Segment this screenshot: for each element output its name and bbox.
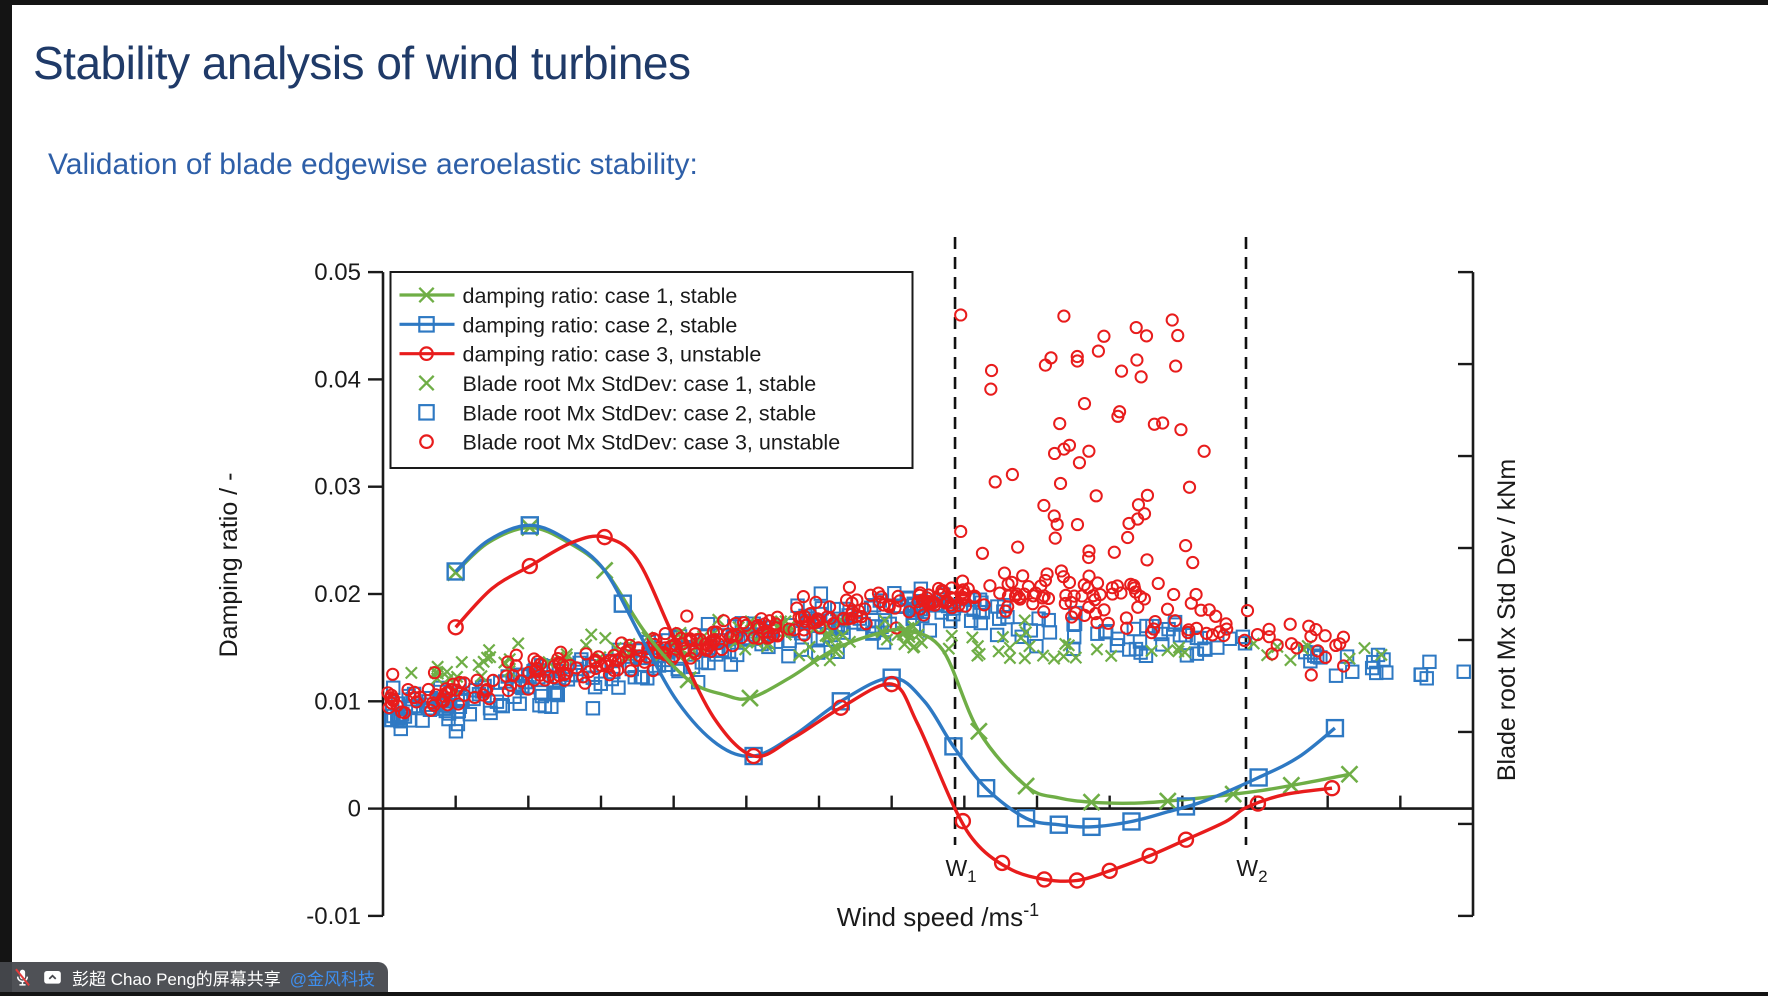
legend-item-5: Blade root Mx StdDev: case 2, stable [418, 401, 817, 425]
y-tick-label: 0.04 [314, 366, 361, 393]
axis-labels: Damping ratio / - Blade root Mx Std Dev /… [215, 459, 1521, 932]
chart-legend: damping ratio: case 1, stable damping rat… [389, 271, 914, 469]
legend-label: damping ratio: case 1, stable [463, 284, 738, 308]
operating-point-lines: W1 W2 [945, 237, 1268, 886]
scatter-circle-series [381, 308, 1351, 720]
curve-red [447, 528, 1341, 889]
legend-label: Blade root Mx StdDev: case 2, stable [463, 401, 817, 425]
legend-item-6: Blade root Mx StdDev: case 3, unstable [419, 431, 841, 455]
frame-edge-left [0, 0, 12, 992]
curve-blue [446, 516, 1345, 837]
screen-share-bar: 彭超 Chao Peng的屏幕共享 @金风科技 [0, 962, 388, 992]
frame-edge-top [0, 0, 1768, 5]
legend-item-2: damping ratio: case 2, stable [399, 313, 738, 337]
y-tick-label: -0.01 [306, 903, 361, 930]
y-tick-label: 0 [348, 796, 361, 823]
muted-mic-icon [12, 967, 33, 988]
screen-share-icon [42, 967, 63, 988]
y-axis-label-left: Damping ratio / - [215, 473, 243, 658]
x-axis-label: Wind speed /ms-1 [837, 900, 1039, 932]
legend-item-3: damping ratio: case 3, unstable [399, 343, 762, 367]
y-tick-label: 0.01 [314, 688, 361, 715]
chart-axes: 0.05 0.04 0.03 0.02 0.01 0 -0.01 [306, 259, 1475, 930]
legend-label: Blade root Mx StdDev: case 3, unstable [463, 431, 841, 455]
w2-label: W2 [1236, 855, 1267, 886]
curve-green [446, 518, 1359, 812]
y-tick-label: 0.03 [314, 474, 361, 501]
slide-title: Stability analysis of wind turbines [33, 37, 691, 89]
legend-item-1: damping ratio: case 1, stable [399, 284, 738, 308]
y-axis-label-right: Blade root Mx Std Dev / kNm [1493, 459, 1521, 781]
share-bar-text: 彭超 Chao Peng的屏幕共享 [72, 969, 281, 989]
legend-label: Blade root Mx StdDev: case 1, stable [463, 372, 817, 396]
legend-label: damping ratio: case 3, unstable [463, 343, 762, 367]
share-bar-mention[interactable]: @金风科技 [289, 969, 376, 989]
legend-item-4: Blade root Mx StdDev: case 1, stable [418, 372, 817, 396]
slide-subtitle: Validation of blade edgewise aeroelastic… [48, 148, 698, 181]
w1-label: W1 [945, 855, 976, 886]
y-tick-label: 0.05 [314, 259, 361, 286]
frame-edge-bottom [0, 992, 1768, 996]
scatter-x-series [404, 613, 1388, 697]
legend-label: damping ratio: case 2, stable [463, 313, 738, 337]
y-tick-label: 0.02 [314, 581, 361, 608]
